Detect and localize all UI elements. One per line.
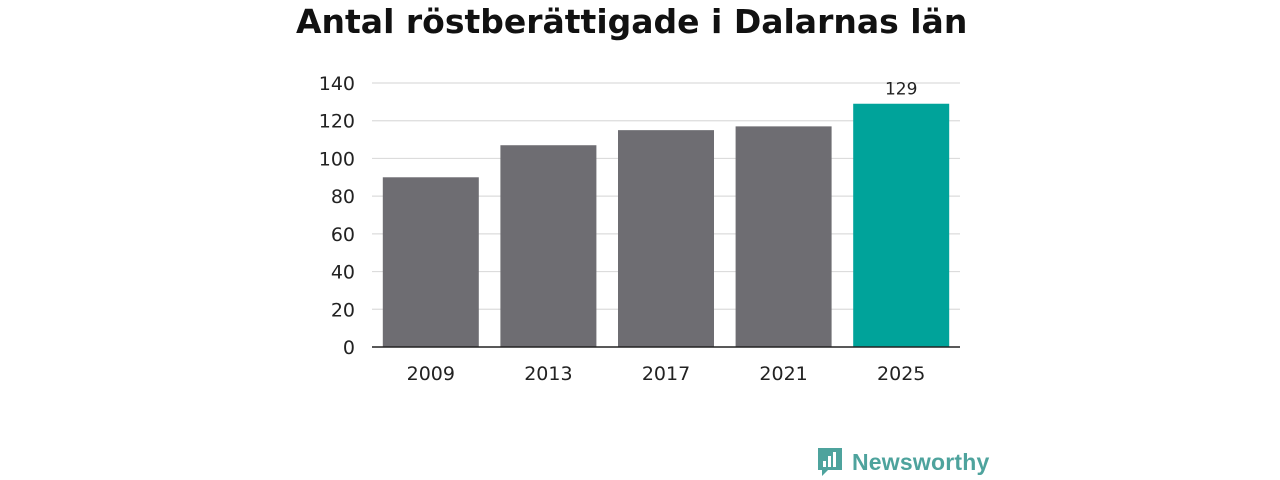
bar-2017	[618, 130, 714, 347]
y-tick-label: 20	[331, 299, 355, 321]
y-tick-label: 0	[343, 337, 355, 359]
data-label-2025: 129	[885, 80, 917, 100]
bar-2021	[735, 126, 832, 347]
bar-2013	[500, 145, 597, 347]
bar-2025	[853, 103, 950, 347]
bars	[382, 103, 950, 347]
y-tick-label: 40	[331, 262, 355, 284]
y-tick-label: 60	[331, 224, 355, 246]
brand-name: Newsworthy	[852, 448, 990, 475]
bar-2009	[382, 177, 479, 347]
x-axis-ticks: 2009 2013 2017 2021 2025	[407, 363, 926, 385]
chart-title: Antal röstberättigade i Dalarnas län	[296, 2, 968, 41]
x-tick-label: 2017	[642, 363, 690, 385]
data-labels: 129	[885, 80, 917, 100]
x-tick-label: 2013	[524, 363, 572, 385]
y-tick-label: 80	[331, 186, 355, 208]
brand-logo: Newsworthy	[816, 446, 989, 478]
x-tick-label: 2009	[407, 363, 455, 385]
y-tick-label: 120	[319, 111, 355, 133]
x-tick-label: 2021	[759, 363, 807, 385]
y-tick-label: 100	[319, 148, 355, 170]
y-tick-label: 140	[319, 73, 355, 95]
x-tick-label: 2025	[877, 363, 925, 385]
y-axis-ticks: 0 20 40 60 80 100 120 140	[319, 73, 355, 359]
newsworthy-logo-icon	[818, 448, 842, 476]
